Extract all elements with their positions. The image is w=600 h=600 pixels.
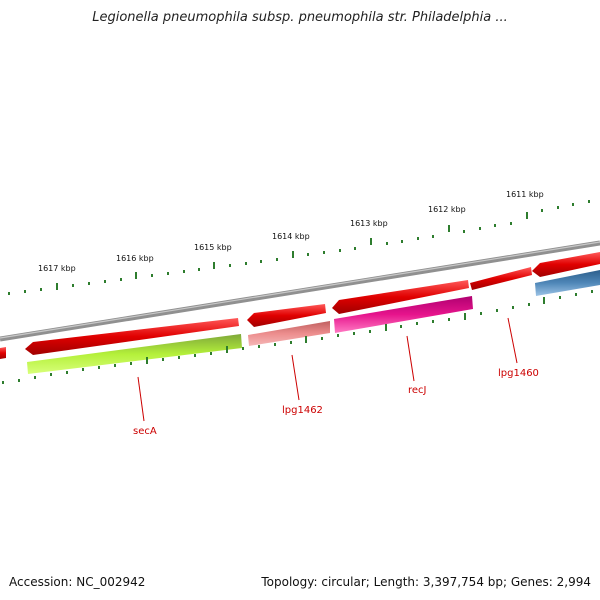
gene-label-recJ: recJ xyxy=(408,385,427,396)
map-title: Legionella pneumophila subsp. pneumophil… xyxy=(92,10,508,25)
leader-lpg1462 xyxy=(291,354,300,401)
tick-label-1614: 1614 kbp xyxy=(272,232,310,241)
tick-label-1611: 1611 kbp xyxy=(506,190,544,199)
gene-forward-recJ-region xyxy=(332,280,469,314)
gene-forward-secA-region xyxy=(25,318,239,355)
gene-secA xyxy=(27,334,242,374)
lower-tick-track xyxy=(2,290,593,384)
gene-forward-lpg1460-region xyxy=(470,267,532,290)
genome-backbone xyxy=(0,240,600,342)
upper-tick-track xyxy=(8,200,590,295)
leader-secA xyxy=(137,376,145,422)
gene-lpg1462 xyxy=(248,321,330,346)
leader-recJ xyxy=(406,335,415,382)
tick-label-1612: 1612 kbp xyxy=(428,205,466,214)
gene-forward-lpg1462-region xyxy=(247,304,326,327)
leader-lpg1460 xyxy=(507,317,518,364)
tick-label-1616: 1616 kbp xyxy=(116,254,154,263)
gene-recJ xyxy=(334,296,473,333)
tick-label-1617: 1617 kbp xyxy=(38,264,76,273)
gene-label-lpg1462: lpg1462 xyxy=(282,405,323,416)
genome-backbone-highlight xyxy=(0,241,600,339)
accession-text: Accession: NC_002942 xyxy=(9,575,146,589)
gene-forward-left-edge xyxy=(0,347,6,359)
tick-label-1615: 1615 kbp xyxy=(194,243,232,252)
gene-label-leaders xyxy=(137,317,518,422)
gene-label-secA: secA xyxy=(133,426,157,437)
gene-label-lpg1460: lpg1460 xyxy=(498,368,539,379)
genome-summary-text: Topology: circular; Length: 3,397,754 bp… xyxy=(261,575,591,589)
gene-blue-right xyxy=(535,270,600,296)
tick-label-1613: 1613 kbp xyxy=(350,219,388,228)
gene-forward-right-edge xyxy=(532,252,600,277)
